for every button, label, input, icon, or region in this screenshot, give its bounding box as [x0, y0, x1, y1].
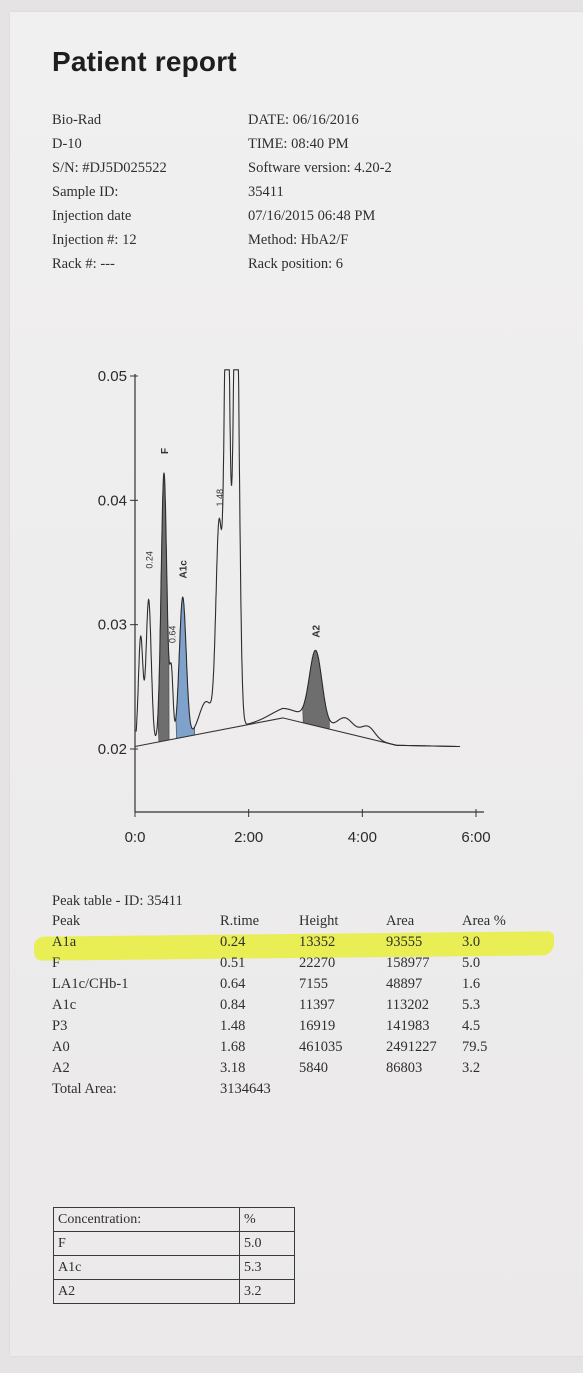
- concentration-name: A1c: [53, 1255, 240, 1280]
- info-right-1: TIME: 08:40 PM: [248, 136, 349, 152]
- concentration-header-unit: %: [239, 1207, 295, 1232]
- cell-peak: P3: [52, 1018, 68, 1034]
- concentration-value: 3.2: [239, 1279, 295, 1304]
- peak-label-f: F: [160, 448, 171, 454]
- x-tick-label: 0:0: [125, 829, 146, 846]
- y-tick-label: 0.02: [98, 741, 127, 758]
- cell-area: 48897: [386, 976, 423, 992]
- cell-area-percent: 5.3: [462, 997, 481, 1013]
- cell-rtime: 0.64: [220, 976, 246, 992]
- cell-area: 2491227: [386, 1039, 437, 1055]
- info-left-4: Injection date: [52, 208, 132, 224]
- x-tick-label: 4:00: [348, 829, 377, 846]
- info-right-2: Software version: 4.20-2: [248, 160, 392, 176]
- info-left-6: Rack #: ---: [52, 256, 115, 272]
- cell-area: 113202: [386, 997, 429, 1013]
- cell-height: 11397: [299, 997, 335, 1013]
- concentration-header-row: Concentration: %: [53, 1207, 295, 1232]
- info-right-3: 35411: [248, 184, 284, 200]
- info-left-0: Bio-Rad: [52, 112, 102, 128]
- chromatogram-svg: 0.02 0.03 0.04 0.05 0:0 2:00 4:00 6:00 0.24 F 0.6…: [98, 368, 491, 846]
- cell-area: 86803: [386, 1060, 423, 1076]
- cell-peak: A1c: [52, 997, 77, 1013]
- concentration-name: A2: [53, 1279, 240, 1304]
- info-left-1: D-10: [52, 136, 82, 152]
- table-row: A2 3.2: [53, 1279, 295, 1304]
- cell-height: 22270: [299, 955, 336, 971]
- cell-rtime: 3.18: [220, 1060, 246, 1076]
- cell-area: 93555: [386, 934, 423, 950]
- header-area-percent: Area %: [462, 913, 506, 929]
- cell-height: 16919: [299, 1018, 336, 1034]
- y-tick-label: 0.04: [98, 492, 127, 509]
- x-tick-label: 2:00: [234, 829, 263, 846]
- peak-label-a2: A2: [312, 624, 323, 637]
- report-title: Patient report: [52, 46, 237, 77]
- cell-height: 5840: [299, 1060, 328, 1076]
- total-area-value: 3134643: [220, 1081, 271, 1097]
- header-height: Height: [299, 913, 339, 929]
- header-rtime: R.time: [220, 913, 260, 929]
- peak-label-0-64: 0.64: [167, 626, 177, 644]
- header-peak: Peak: [52, 913, 81, 929]
- report-paper: Patient report Bio-Rad D-10 S/N: #DJ5D02…: [10, 12, 583, 1356]
- cell-area-percent: 79.5: [462, 1039, 488, 1055]
- peak-label-0-24: 0.24: [145, 551, 155, 569]
- cell-rtime: 1.68: [220, 1039, 246, 1055]
- cell-height: 13352: [299, 934, 336, 950]
- cell-area-percent: 4.5: [462, 1018, 481, 1034]
- concentration-name: F: [53, 1231, 240, 1256]
- cell-area: 141983: [386, 1018, 430, 1034]
- cell-area: 158977: [386, 955, 430, 971]
- cell-rtime: 0.24: [220, 934, 246, 950]
- header-area: Area: [386, 913, 415, 929]
- table-row: A1c 5.3: [53, 1255, 295, 1280]
- peak-label-1-48: 1.48: [215, 489, 225, 507]
- y-tick-label: 0.03: [98, 617, 127, 634]
- cell-area-percent: 3.2: [462, 1060, 481, 1076]
- chart-axes: 0.02 0.03 0.04 0.05 0:0 2:00 4:00 6:00: [98, 368, 491, 846]
- concentration-table: Concentration: % F 5.0 A1c 5.3 A2 3.2: [53, 1207, 295, 1304]
- cell-peak: F: [52, 955, 61, 971]
- info-right-4: 07/16/2015 06:48 PM: [248, 208, 376, 224]
- cell-area-percent: 1.6: [462, 976, 481, 992]
- y-tick-label: 0.05: [98, 368, 127, 385]
- peak-label-a1c: A1c: [179, 560, 190, 579]
- info-left-5: Injection #: 12: [52, 232, 137, 248]
- info-right-0: DATE: 06/16/2016: [248, 112, 359, 128]
- cell-peak: A2: [52, 1060, 70, 1076]
- cell-area-percent: 3.0: [462, 934, 481, 950]
- total-area-label: Total Area:: [52, 1081, 117, 1097]
- table-row: F 5.0: [53, 1231, 295, 1256]
- concentration-value: 5.0: [239, 1231, 295, 1256]
- cell-area-percent: 5.0: [462, 955, 481, 971]
- cell-peak: A1a: [52, 934, 77, 950]
- cell-peak: LA1c/CHb-1: [52, 976, 129, 992]
- cell-rtime: 0.51: [220, 955, 246, 971]
- info-left-3: Sample ID:: [52, 184, 119, 200]
- cell-peak: A0: [52, 1039, 70, 1055]
- info-right-6: Rack position: 6: [248, 256, 344, 272]
- info-right-5: Method: HbA2/F: [248, 232, 349, 248]
- info-left-2: S/N: #DJ5D025522: [52, 160, 167, 176]
- peak-table-title: Peak table - ID: 35411: [52, 893, 183, 909]
- x-tick-label: 6:00: [461, 829, 490, 846]
- chromatogram-trace: [135, 369, 461, 748]
- concentration-value: 5.3: [239, 1255, 295, 1280]
- chromatogram: 0.02 0.03 0.04 0.05 0:0 2:00 4:00 6:00 0.24 F 0.6…: [10, 312, 583, 872]
- concentration-header-label: Concentration:: [53, 1207, 240, 1232]
- cell-height: 461035: [299, 1039, 343, 1055]
- cell-rtime: 0.84: [220, 997, 246, 1013]
- peak-labels: 0.24 F 0.64 A1c 1.48 A2: [145, 448, 323, 643]
- cell-rtime: 1.48: [220, 1018, 246, 1034]
- cell-height: 7155: [299, 976, 328, 992]
